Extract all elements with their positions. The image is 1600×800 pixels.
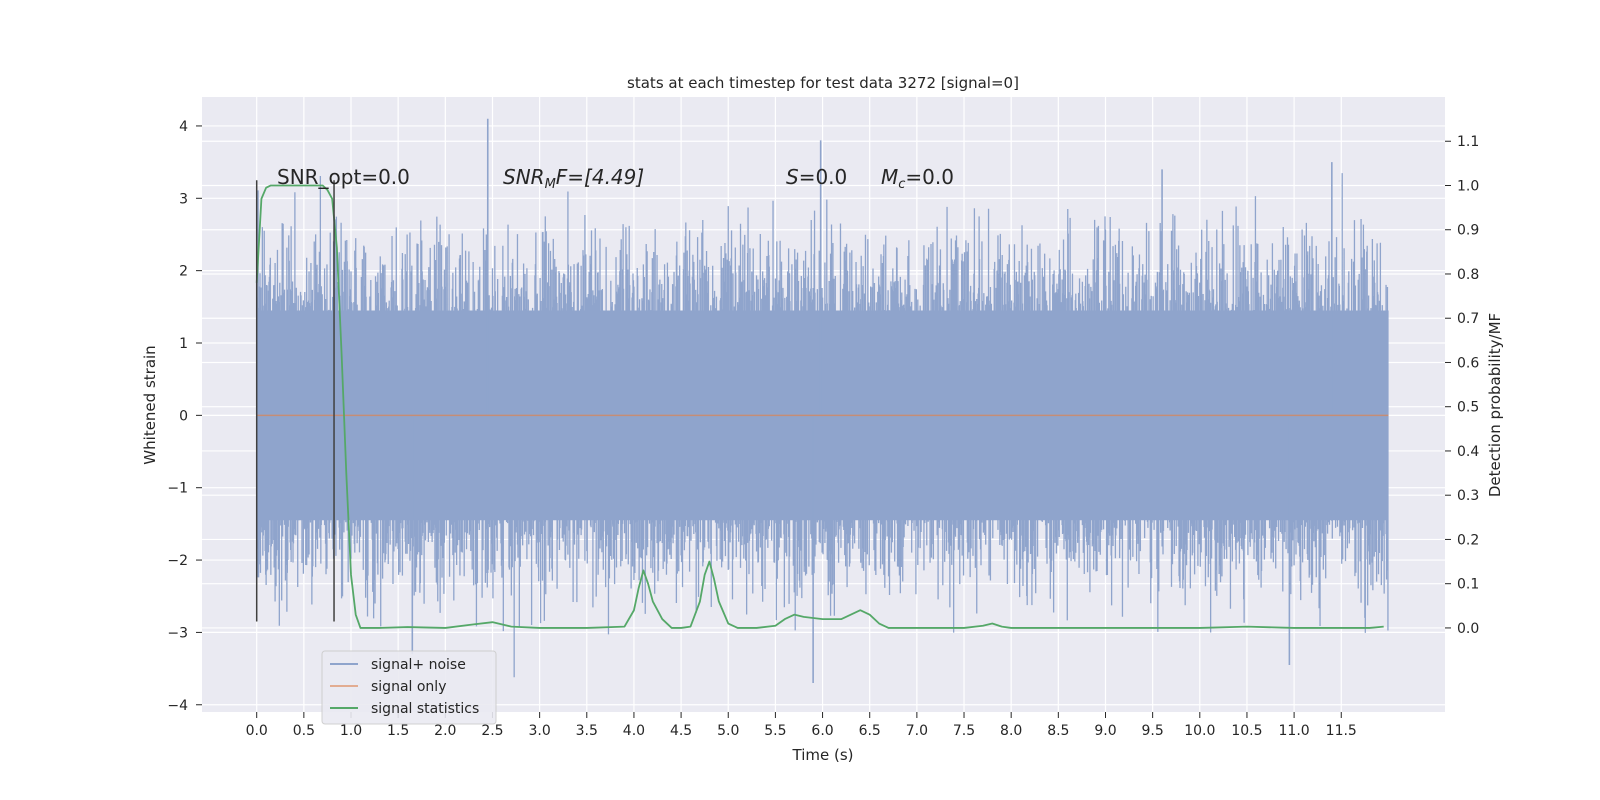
x-axis-label: Time (s) <box>792 746 854 764</box>
x-tick-label: 4.5 <box>670 723 692 739</box>
series-signal-statistics <box>255 184 1384 629</box>
x-tick-label: 1.5 <box>387 723 409 739</box>
x-tick-label: 0.5 <box>293 723 315 739</box>
x-tick-label: 10.5 <box>1231 723 1262 739</box>
x-tick-label: 11.5 <box>1326 723 1357 739</box>
y2-tick-label: 0.8 <box>1457 267 1479 283</box>
x-tick-label: 8.5 <box>1047 723 1069 739</box>
annotation-snr-opt: SNR_opt=0.0 <box>277 165 410 189</box>
signal-statistics-line <box>255 184 1384 629</box>
y-tick-label: 1 <box>179 336 188 352</box>
legend-label-signal-statistics: signal statistics <box>371 701 479 717</box>
x-tick-label: 0.0 <box>246 723 268 739</box>
x-tick-label: 6.0 <box>811 723 833 739</box>
x-tick-label: 5.5 <box>764 723 786 739</box>
annotation-s: S=0.0 <box>786 165 847 189</box>
y-axis-label: Whitened strain <box>141 345 159 464</box>
x-tick-label: 5.0 <box>717 723 739 739</box>
y2-tick-label: 1.0 <box>1457 178 1479 194</box>
y2-tick-label: 0.9 <box>1457 223 1479 239</box>
x-tick-label: 1.0 <box>340 723 362 739</box>
x-tick-label: 7.5 <box>953 723 975 739</box>
x-tick-label: 6.5 <box>859 723 881 739</box>
x-tick-label: 11.0 <box>1279 723 1310 739</box>
y2-axis-ticks: 1.1 1.0 0.9 0.8 0.7 0.6 0.5 0.4 0.3 0.2 0.1 0.0 <box>1445 134 1479 637</box>
legend-box <box>321 650 497 725</box>
y-tick-label: −4 <box>167 698 188 714</box>
y2-tick-label: 0.5 <box>1457 400 1479 416</box>
x-tick-label: 3.5 <box>576 723 598 739</box>
x-tick-label: 8.0 <box>1000 723 1022 739</box>
y2-tick-label: 0.1 <box>1457 577 1479 593</box>
y2-tick-label: 0.7 <box>1457 311 1479 327</box>
x-tick-label: 3.0 <box>528 723 550 739</box>
legend-label-signal-plus-noise: signal+ noise <box>371 657 466 673</box>
y2-tick-label: 0.4 <box>1457 444 1479 460</box>
x-axis-ticks: 0.0 0.5 1.0 1.5 2.0 2.5 3.0 3.5 4.0 4.5 5.0 5.5 6.0 6… <box>246 712 1357 739</box>
chart-title: stats at each timestep for test data 327… <box>627 74 1019 92</box>
y-tick-label: −2 <box>167 553 188 569</box>
y-tick-label: 3 <box>179 191 188 207</box>
y-tick-label: 4 <box>179 119 188 135</box>
x-tick-label: 2.0 <box>434 723 456 739</box>
y-tick-label: 0 <box>179 408 188 424</box>
x-tick-label: 10.0 <box>1184 723 1215 739</box>
y2-axis-label: Detection probability/MF <box>1486 313 1504 497</box>
y2-tick-label: 0.2 <box>1457 532 1479 548</box>
x-tick-label: 9.5 <box>1142 723 1164 739</box>
y2-tick-label: 0.0 <box>1457 621 1479 637</box>
y2-tick-label: 1.1 <box>1457 134 1479 150</box>
y-axis-ticks: 4 3 2 1 0 −1 −2 −3 −4 <box>167 119 202 714</box>
annotation-snr-mf: SNRMF=[4.49] <box>503 165 644 192</box>
annotation-mc: Mc=0.0 <box>881 165 954 192</box>
x-tick-label: 2.5 <box>481 723 503 739</box>
x-tick-label: 9.0 <box>1094 723 1116 739</box>
legend-label-signal-only: signal only <box>371 679 446 695</box>
y-tick-label: −3 <box>167 625 188 641</box>
y-tick-label: 2 <box>179 264 188 280</box>
legend: signal+ noise signal only signal statist… <box>321 650 497 725</box>
y2-tick-label: 0.3 <box>1457 488 1479 504</box>
y-tick-label: −1 <box>167 481 188 497</box>
x-tick-label: 4.0 <box>623 723 645 739</box>
vertical-markers <box>255 180 335 622</box>
y2-tick-label: 0.6 <box>1457 355 1479 371</box>
x-tick-label: 7.0 <box>906 723 928 739</box>
